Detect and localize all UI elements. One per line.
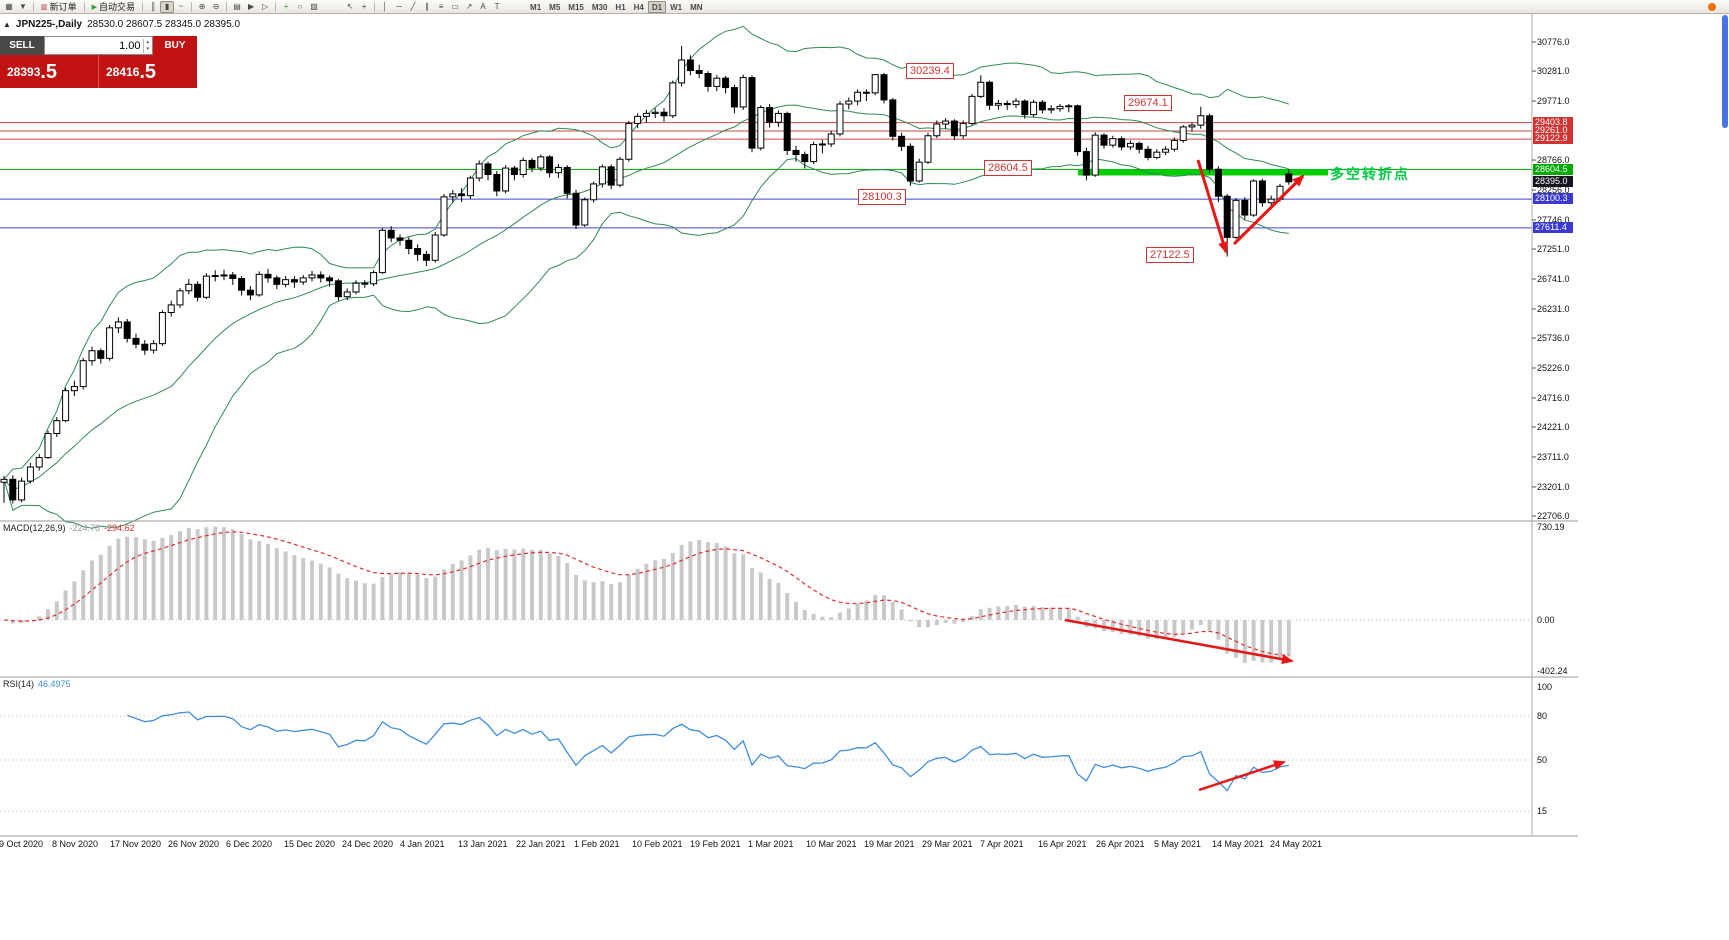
volume-up-button[interactable]: ▴ [143,38,151,46]
toolbar-separator [275,1,277,12]
toolbar-separator [374,1,376,12]
toolbar-separator [226,1,228,12]
auto-scroll-icon[interactable]: ▶ [247,2,255,11]
volume-value: 1.00 [119,39,141,52]
chart-shift-icon[interactable]: ▷ [261,2,269,11]
zoom-out-icon[interactable]: ⊖ [212,2,220,11]
toolbar-gap [504,6,526,7]
new-chart-icon[interactable]: ▦ [5,2,13,11]
toolbar-separator [83,1,85,12]
periods-icon[interactable]: ○ [297,2,303,11]
timeframe-h4[interactable]: H4 [633,2,644,12]
bar-chart-icon[interactable]: ║ [150,2,156,11]
toolbar-separator [33,1,34,12]
buy-price-frac: .5 [139,60,157,83]
templates-icon[interactable]: ▨ [310,2,318,11]
new-order-button[interactable]: ▥ 新订单 [37,1,81,13]
timeframe-d1[interactable]: D1 [647,0,667,13]
timeframe-m5[interactable]: M5 [549,2,561,12]
vertical-scrollbar[interactable] [1722,15,1728,128]
shapes-icon[interactable]: ▭ [451,2,459,11]
trendline-icon[interactable]: ╱ [410,2,416,11]
toolbar-gap [321,6,343,7]
sell-price-main: 28393 [7,64,41,79]
fibonacci-icon[interactable]: ≡ [438,2,444,11]
macd-indicator-label: MACD(12,26,9) -224.78 -294.62 [3,523,135,533]
zoom-in-icon[interactable]: ⊕ [198,2,206,11]
rsi-label-text: RSI(14) [3,679,35,689]
timeframe-m15[interactable]: M15 [568,2,584,12]
turning-point-annotation: 多空转折点 [1330,166,1410,182]
buy-button[interactable]: BUY [153,36,197,55]
status-indicator-icon [1708,3,1716,11]
cursor-icon[interactable]: ↖ [346,2,354,11]
vertical-line-icon[interactable]: │ [382,2,388,11]
buy-price-main: 28416 [106,64,140,79]
toolbar: ▦ ▼ ▥ 新订单 ▶ 自动交易 ║ ▮ ~ ⊕ ⊖ ▤ ▶ ▷ + ○ ▨ ↖ + │ ─ ╱ ∥ ≡ ▭ ↗ A T M1 M5 M15… [0,0,1729,14]
chart-symbol-period: JPN225-,Daily [15,19,83,30]
chart-profiles-icon[interactable]: ▼ [19,2,27,11]
volume-spinner: ▴ ▾ [143,38,151,53]
sell-button[interactable]: SELL [0,36,44,55]
sell-price-frac: .5 [40,60,58,83]
new-order-button-icon: ▥ [41,3,48,11]
candlestick-chart-icon[interactable]: ▮ [160,0,175,13]
timeframe-w1[interactable]: W1 [670,2,683,12]
toolbar-separator [142,1,144,12]
autotrading-button-label: 自动交易 [99,2,136,12]
sell-price[interactable]: 28393 .5 [0,55,98,88]
volume-input[interactable]: 1.00 ▴ ▾ [44,36,153,55]
rsi-value: 46.4975 [38,679,71,689]
macd-main-value: -224.78 [69,523,101,533]
horizontal-line-icon[interactable]: ─ [396,2,402,11]
chart-ohlc-values: 28530.0 28607.5 28345.0 28395.0 [87,19,241,30]
volume-down-button[interactable]: ▾ [143,45,151,53]
chart-title: ▲ JPN225-,Daily 28530.0 28607.5 28345.0 … [3,19,240,30]
text-tool-icon[interactable]: A [480,2,486,11]
crosshair-icon[interactable]: + [361,2,367,11]
one-click-trading-panel: SELL 1.00 ▴ ▾ BUY 28393 .5 28416 .5 [0,36,197,88]
timeframe-m30[interactable]: M30 [591,2,608,12]
macd-label-text: MACD(12,26,9) [3,523,66,533]
toolbar-separator [191,1,193,12]
timeframe-h1[interactable]: H1 [615,2,626,12]
autotrading-button[interactable]: ▶ 自动交易 [88,1,139,13]
one-click-collapse-button[interactable]: ▲ [3,20,11,29]
arrows-tool-icon[interactable]: ↗ [465,2,473,11]
macd-signal-value: -294.62 [104,523,135,533]
timeframe-mn[interactable]: MN [690,2,703,12]
new-order-button-label: 新订单 [49,2,77,12]
autotrading-button-icon: ▶ [91,3,98,11]
text-label-icon[interactable]: T [494,2,500,11]
timeframe-m1[interactable]: M1 [530,2,542,12]
line-chart-icon[interactable]: ~ [178,2,184,11]
tile-windows-icon[interactable]: ▤ [233,2,241,11]
indicators-icon[interactable]: + [283,2,289,11]
buy-price[interactable]: 28416 .5 [98,55,197,88]
equidistant-channel-icon[interactable]: ∥ [425,2,430,11]
rsi-indicator-label: RSI(14) 46.4975 [3,679,71,689]
